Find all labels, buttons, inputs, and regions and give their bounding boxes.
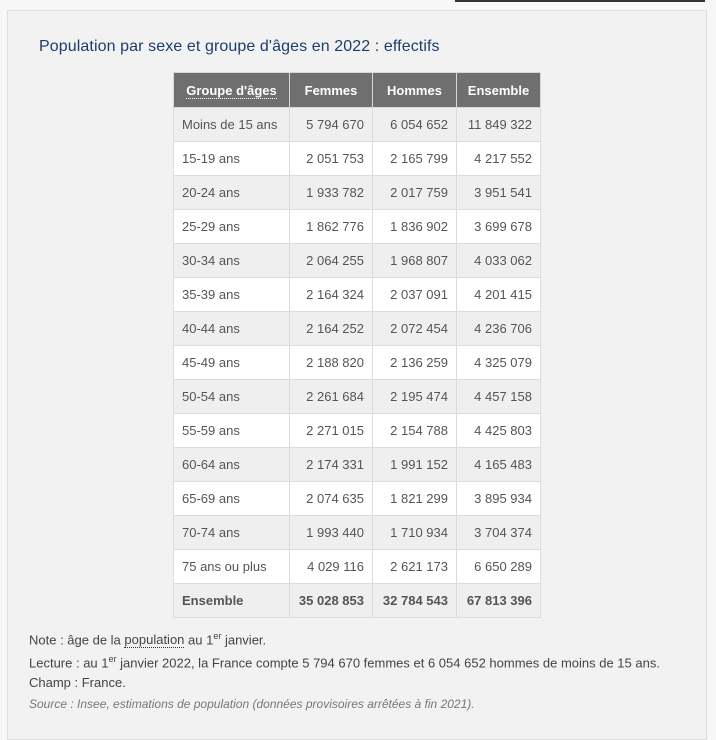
table-row: 30-34 ans 2 064 255 1 968 807 4 033 062 [173,243,541,278]
table-row: 50-54 ans 2 261 684 2 195 474 4 457 158 [173,379,541,414]
cell-women: 2 271 015 [289,413,373,448]
cell-total: 4 325 079 [456,345,541,380]
cell-age-group: 50-54 ans [173,379,290,414]
cell-men: 2 195 474 [372,379,457,414]
cell-women: 1 993 440 [289,515,373,550]
table-row: 55-59 ans 2 271 015 2 154 788 4 425 803 [173,413,541,448]
cell-total: 4 457 158 [456,379,541,414]
cell-age-group: 75 ans ou plus [173,549,290,584]
cell-total: 4 425 803 [456,413,541,448]
cell-women: 4 029 116 [289,549,373,584]
cell-men: 2 037 091 [372,277,457,312]
notes: Note : âge de la population au 1er janvi… [29,625,660,714]
note-sup: er [213,631,222,641]
cell-women: 2 174 331 [289,447,373,482]
header-women: Femmes [289,72,373,108]
table-title: Population par sexe et groupe d'âges en … [39,38,440,55]
cell-age-group: 20-24 ans [173,175,290,210]
cell-women: 2 064 255 [289,243,373,278]
cell-age-group: 35-39 ans [173,277,290,312]
table-row: 75 ans ou plus 4 029 116 2 621 173 6 650 28… [173,549,541,584]
champ-line: Champ : France. [29,675,126,690]
cell-age-group: 65-69 ans [173,481,290,516]
cell-women: 2 261 684 [289,379,373,414]
source-line: Source : Insee, estimations de populatio… [29,697,475,711]
cell-total: 11 849 322 [456,107,541,142]
cell-total: 4 165 483 [456,447,541,482]
cell-men: 1 821 299 [372,481,457,516]
cell-men: 1 836 902 [372,209,457,244]
header-total: Ensemble [456,72,541,108]
table-row: 25-29 ans 1 862 776 1 836 902 3 699 678 [173,209,541,244]
note-text: Note : âge de la [29,632,125,648]
cell-total: 4 201 415 [456,277,541,312]
total-row: Ensemble 35 028 853 32 784 543 67 813 396 [173,583,541,618]
cell-total: 3 699 678 [456,209,541,244]
total-women: 35 028 853 [289,583,373,618]
cell-total: 4 033 062 [456,243,541,278]
cell-women: 2 188 820 [289,345,373,380]
table-row: 45-49 ans 2 188 820 2 136 259 4 325 079 [173,345,541,380]
table-row: 65-69 ans 2 074 635 1 821 299 3 895 934 [173,481,541,516]
cell-age-group: 70-74 ans [173,515,290,550]
cell-men: 2 621 173 [372,549,457,584]
note-text: au 1 [184,632,214,648]
note-line: Note : âge de la population au 1er janvi… [29,625,660,649]
table-row: 35-39 ans 2 164 324 2 037 091 4 201 415 [173,277,541,312]
table-row: 70-74 ans 1 993 440 1 710 934 3 704 374 [173,515,541,550]
population-link[interactable]: population [124,632,185,649]
cell-men: 2 017 759 [372,175,457,210]
lecture-sup: er [108,654,117,664]
total-age-group: Ensemble [173,583,290,618]
cell-age-group: 15-19 ans [173,141,290,176]
age-group-abbr[interactable]: Groupe d'âges [186,82,277,99]
cell-total: 3 951 541 [456,175,541,210]
cell-total: 3 895 934 [456,481,541,516]
cell-men: 1 710 934 [372,515,457,550]
cell-age-group: 40-44 ans [173,311,290,346]
cell-men: 2 136 259 [372,345,457,380]
cell-age-group: 25-29 ans [173,209,290,244]
cell-women: 2 164 324 [289,277,373,312]
lecture-text: Lecture : au 1 [29,655,109,671]
cell-age-group: 30-34 ans [173,243,290,278]
total-total: 67 813 396 [456,583,541,618]
lecture-line: Lecture : au 1er janvier 2022, la France… [29,648,660,671]
table-row: Moins de 15 ans 5 794 670 6 054 652 11 849 … [173,107,541,142]
table-row: 20-24 ans 1 933 782 2 017 759 3 951 541 [173,175,541,210]
cell-women: 2 164 252 [289,311,373,346]
header-age-group: Groupe d'âges [173,72,290,108]
top-bar-line [455,0,705,2]
cell-women: 1 862 776 [289,209,373,244]
table-row: 15-19 ans 2 051 753 2 165 799 4 217 552 [173,141,541,176]
cell-women: 2 074 635 [289,481,373,516]
cell-men: 1 991 152 [372,447,457,482]
note-text: janvier. [221,632,267,648]
cell-women: 2 051 753 [289,141,373,176]
cell-total: 4 236 706 [456,311,541,346]
cell-total: 6 650 289 [456,549,541,584]
cell-men: 6 054 652 [372,107,457,142]
cell-men: 2 154 788 [372,413,457,448]
cell-age-group: Moins de 15 ans [173,107,290,142]
cell-men: 2 072 454 [372,311,457,346]
table-row: 60-64 ans 2 174 331 1 991 152 4 165 483 [173,447,541,482]
cell-age-group: 45-49 ans [173,345,290,380]
cell-age-group: 60-64 ans [173,447,290,482]
header-men: Hommes [372,72,457,108]
total-men: 32 784 543 [372,583,457,618]
cell-total: 4 217 552 [456,141,541,176]
lecture-text: janvier 2022, la France compte 5 794 670… [116,655,660,671]
cell-age-group: 55-59 ans [173,413,290,448]
population-table: Groupe d'âges Femmes Hommes Ensemble Moi… [173,72,541,618]
cell-men: 1 968 807 [372,243,457,278]
cell-women: 5 794 670 [289,107,373,142]
cell-women: 1 933 782 [289,175,373,210]
table-row: 40-44 ans 2 164 252 2 072 454 4 236 706 [173,311,541,346]
table-container: Population par sexe et groupe d'âges en … [7,10,707,740]
table-header-row: Groupe d'âges Femmes Hommes Ensemble [173,72,541,108]
cell-total: 3 704 374 [456,515,541,550]
cell-men: 2 165 799 [372,141,457,176]
